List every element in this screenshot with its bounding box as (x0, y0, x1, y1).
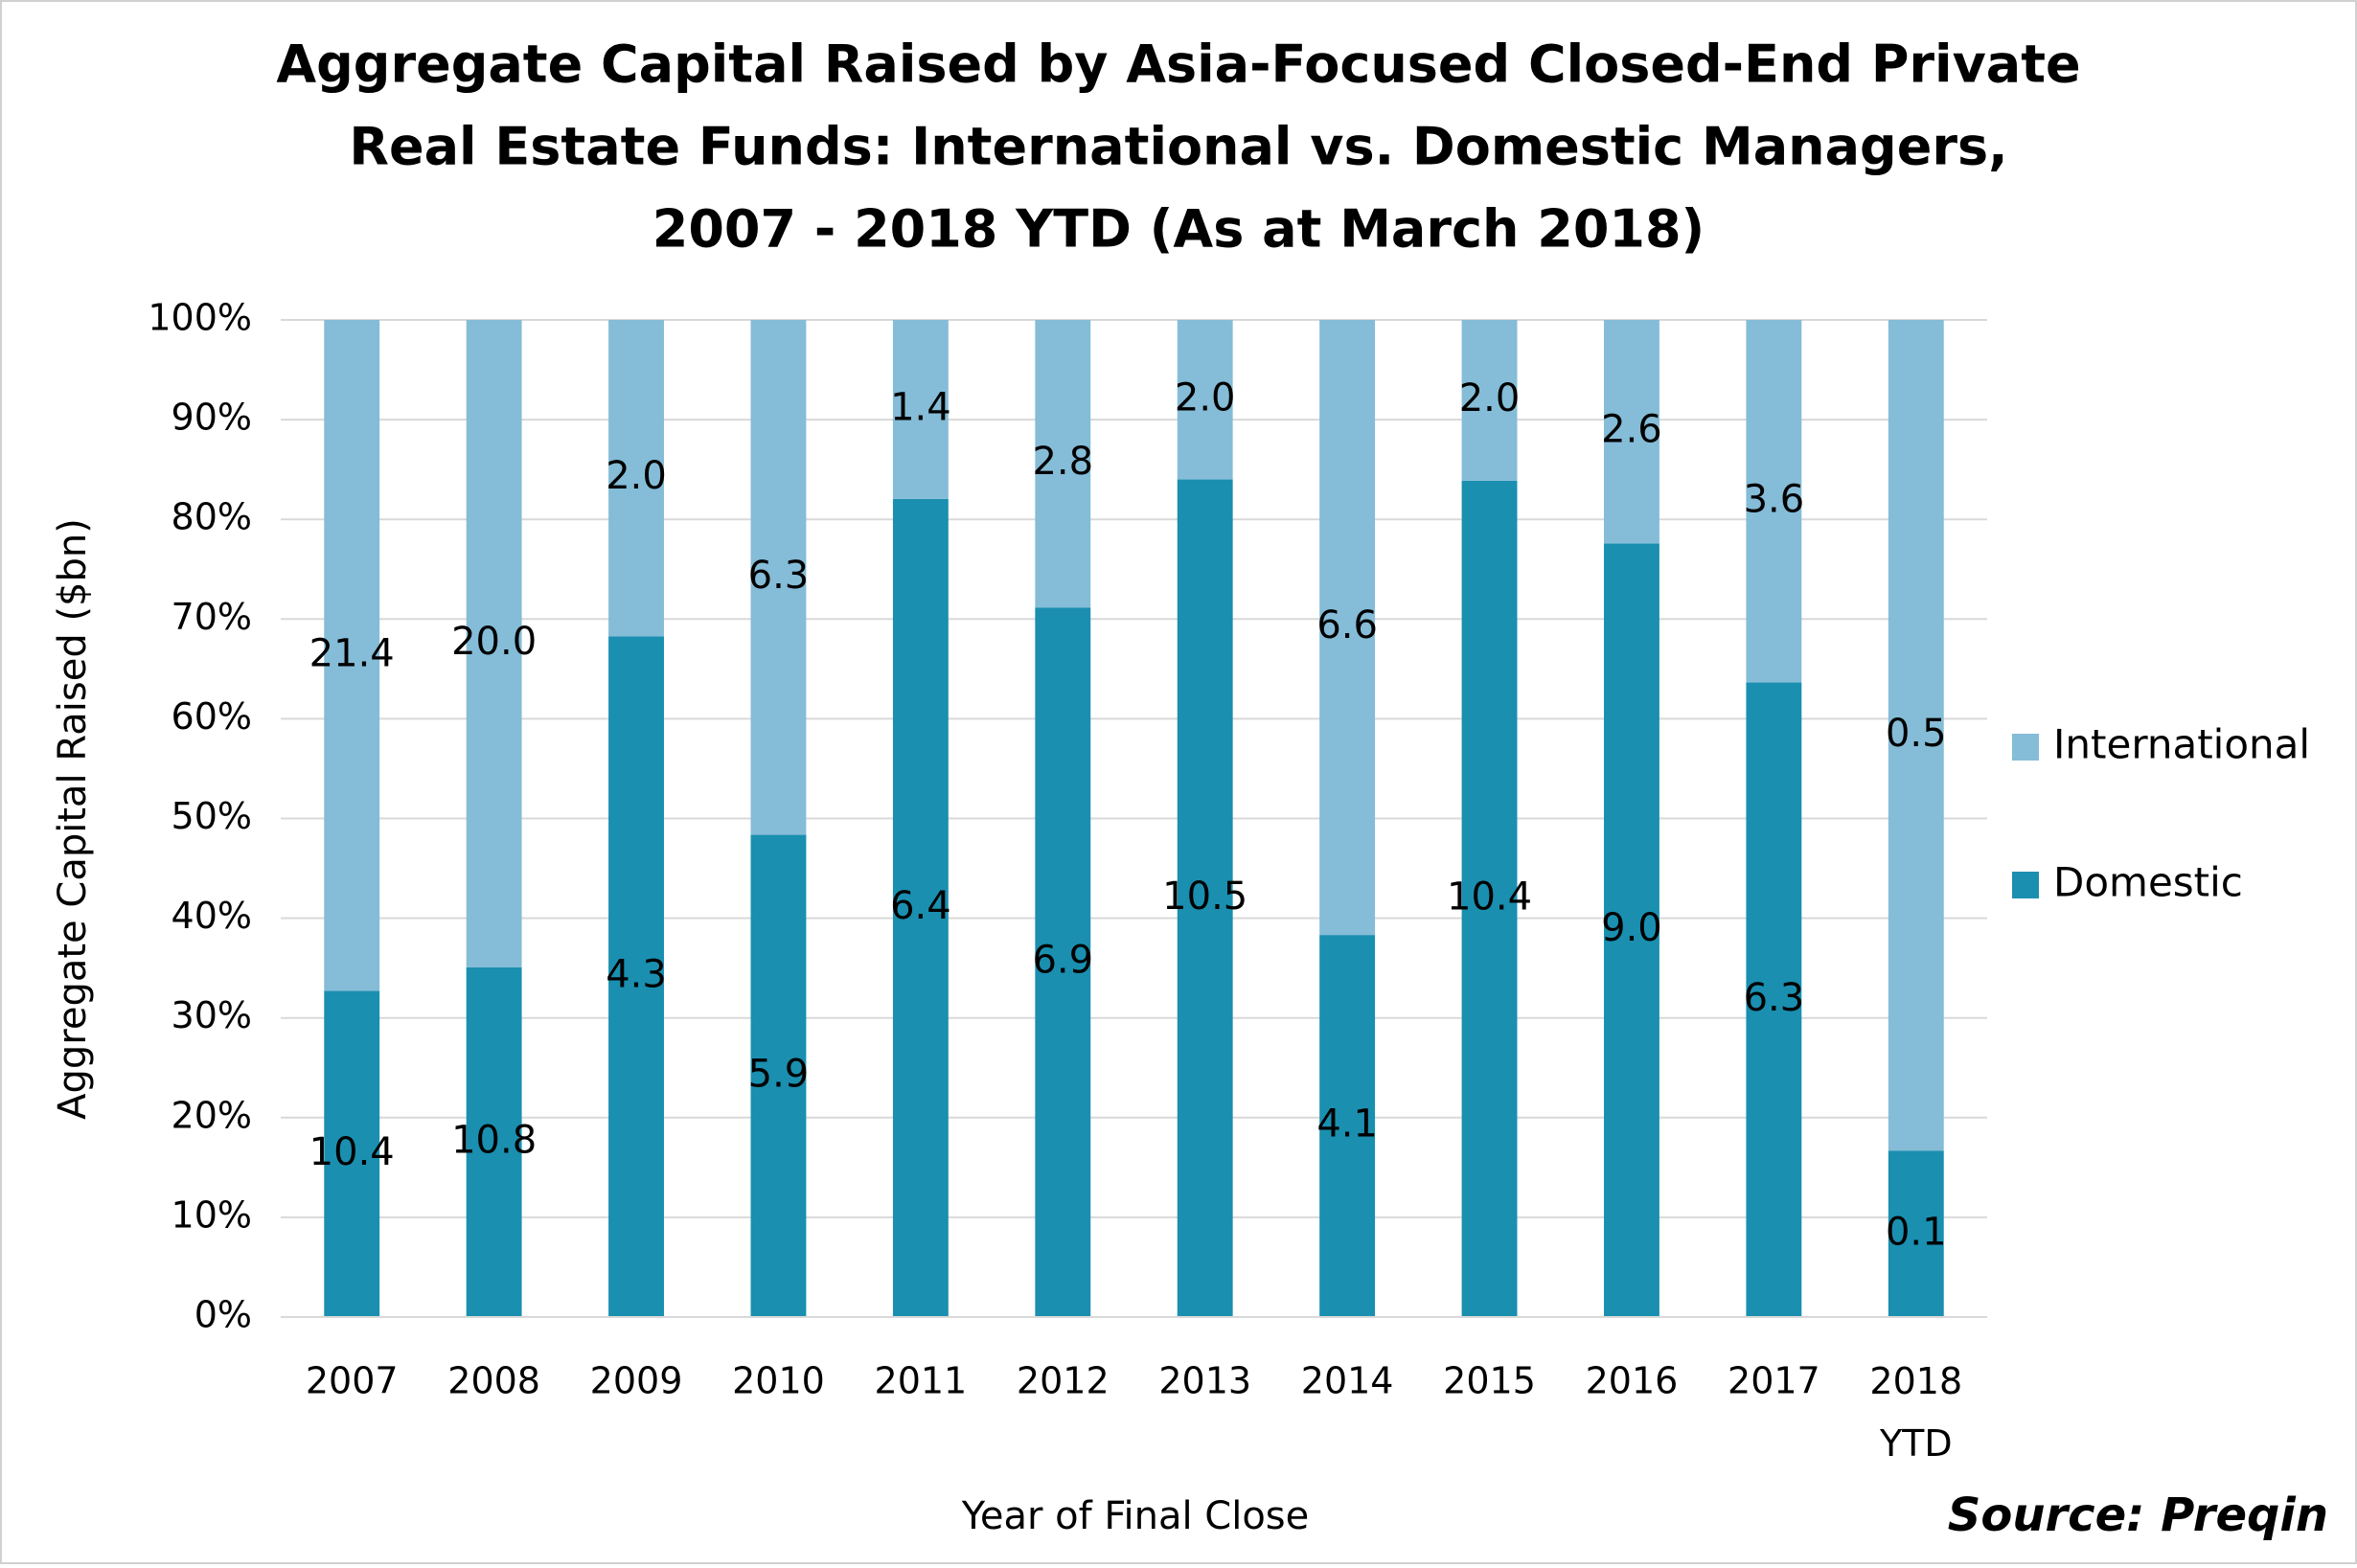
bar-segment (750, 320, 807, 835)
bar-segment (608, 636, 664, 1317)
bar-segment (1888, 1150, 1944, 1317)
data-label: 20.0 (451, 620, 537, 664)
y-tick-label: 0% (195, 1294, 252, 1336)
data-label: 0.5 (1886, 712, 1947, 756)
data-label: 6.6 (1316, 603, 1378, 648)
data-label: 2.6 (1601, 408, 1662, 452)
data-label: 10.4 (309, 1130, 395, 1174)
bar-segment (1177, 320, 1233, 480)
x-tick-label: 2012 (1017, 1360, 1110, 1402)
bar-segment (1746, 682, 1802, 1317)
x-tick-label: 2014 (1301, 1360, 1394, 1402)
bar-segment (466, 320, 522, 967)
x-tick-label: 2016 (1586, 1360, 1679, 1402)
legend-swatch (2012, 872, 2039, 898)
x-tick-label: 2018 YTD (1869, 1360, 1962, 1465)
bar-segment (1319, 935, 1376, 1317)
y-axis-title: Aggregate Capital Raised ($bn) (51, 518, 95, 1120)
y-tick-label: 40% (172, 895, 252, 937)
bar-segment (1035, 607, 1091, 1317)
legend-swatch (2012, 734, 2039, 761)
source: Source: Preqin (1948, 1488, 2328, 1542)
y-tick-label: 10% (172, 1193, 252, 1236)
x-tick-label: 2009 (590, 1360, 683, 1402)
data-label: 6.4 (890, 884, 951, 928)
data-label: 5.9 (748, 1052, 810, 1096)
data-label: 10.5 (1162, 875, 1247, 919)
y-tick-label: 30% (172, 994, 252, 1036)
y-tick-label: 90% (172, 397, 252, 439)
bar-segment (892, 320, 949, 499)
bar-segment (750, 834, 807, 1317)
legend-label: International (2053, 721, 2310, 768)
data-label: 6.3 (748, 554, 810, 598)
x-axis-title: Year of Final Close (961, 1494, 1310, 1538)
chart-title: 2007 - 2018 YTD (As at March 2018) (652, 199, 1705, 260)
bar-segment (1746, 320, 1802, 683)
bar-segment (1604, 543, 1659, 1317)
bar-segment (466, 966, 522, 1317)
data-label: 21.4 (309, 631, 395, 675)
x-tick-label: 2008 (447, 1360, 540, 1402)
data-label: 0.1 (1886, 1210, 1947, 1254)
bar-segment (1888, 320, 1944, 1151)
data-label: 2.8 (1032, 440, 1093, 484)
data-label: 2.0 (1175, 375, 1236, 420)
y-tick-label: 100% (148, 297, 252, 339)
chart-title: Aggregate Capital Raised by Asia-Focused… (276, 34, 2080, 95)
bar-segment (324, 320, 380, 991)
bar-segment (1319, 320, 1376, 936)
y-tick-label: 80% (172, 496, 252, 538)
x-tick-label: 2007 (306, 1360, 399, 1402)
y-tick-label: 50% (172, 795, 252, 837)
bar-segment (1604, 320, 1659, 544)
x-tick-label: 2011 (875, 1360, 968, 1402)
y-tick-label: 20% (172, 1094, 252, 1136)
data-label: 10.4 (1447, 875, 1532, 919)
y-tick-label: 60% (172, 695, 252, 738)
bar-segment (324, 990, 380, 1317)
bar-segment (608, 320, 664, 637)
data-label: 6.9 (1032, 939, 1093, 983)
x-tick-label: 2013 (1158, 1360, 1251, 1402)
bar-segment (1177, 479, 1233, 1317)
y-tick-label: 70% (172, 596, 252, 638)
data-label: 4.1 (1316, 1102, 1378, 1147)
data-label: 6.3 (1744, 976, 1805, 1020)
x-tick-label: 2015 (1443, 1360, 1536, 1402)
legend-label: Domestic (2053, 859, 2243, 906)
bar-segment (1035, 320, 1091, 608)
bar-segment (1461, 480, 1518, 1318)
bar-segment (892, 498, 949, 1317)
x-tick-label: 2010 (732, 1360, 825, 1402)
data-label: 4.3 (606, 953, 667, 997)
bar-segment (1461, 320, 1518, 481)
data-label: 2.0 (1459, 376, 1521, 420)
data-label: 3.6 (1744, 477, 1805, 521)
chart-title: Real Estate Funds: International vs. Dom… (349, 117, 2007, 177)
x-tick-label: 2017 (1728, 1360, 1820, 1402)
data-label: 2.0 (606, 454, 667, 498)
data-label: 9.0 (1601, 906, 1662, 950)
data-label: 1.4 (890, 385, 951, 429)
data-label: 10.8 (451, 1118, 537, 1162)
